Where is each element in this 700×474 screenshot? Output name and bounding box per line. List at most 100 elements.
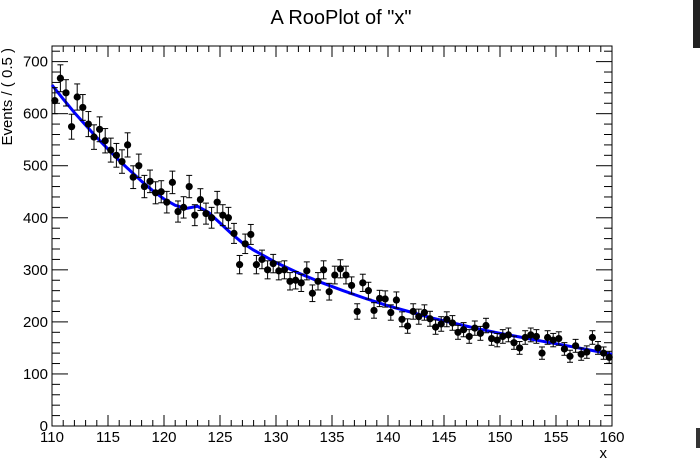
x-tick-label: 125: [207, 429, 232, 446]
data-point: [370, 302, 378, 319]
data-point: [292, 271, 300, 290]
data-point: [409, 303, 417, 320]
point-marker: [465, 332, 473, 341]
point-marker: [493, 336, 501, 344]
point-marker: [437, 320, 445, 328]
point-marker: [247, 230, 255, 239]
data-point: [129, 165, 137, 190]
y-tick-label: 100: [23, 366, 48, 383]
point-marker: [348, 281, 356, 290]
data-point: [510, 335, 518, 350]
data-points-layer: [51, 64, 613, 364]
point-marker: [392, 296, 400, 304]
point-marker: [124, 141, 132, 149]
point-marker: [482, 321, 490, 330]
data-point: [588, 330, 597, 345]
data-point: [62, 79, 70, 107]
data-point: [549, 332, 557, 348]
y-axis-title: Events / ( 0.5 ): [0, 48, 16, 146]
point-marker: [605, 353, 613, 361]
point-marker: [112, 151, 120, 159]
point-marker: [499, 332, 507, 341]
data-point: [320, 260, 328, 280]
data-point: [264, 260, 272, 280]
data-point: [280, 260, 288, 280]
point-marker: [297, 279, 305, 287]
data-point: [376, 289, 384, 308]
x-tick-label: 145: [431, 429, 456, 446]
data-point: [213, 190, 221, 214]
point-marker: [168, 178, 176, 186]
data-point: [493, 332, 501, 348]
data-point: [426, 310, 434, 327]
data-point: [191, 204, 199, 227]
data-point: [488, 331, 496, 346]
data-point: [56, 64, 64, 93]
data-point: [600, 346, 608, 360]
x-tick-label: 120: [151, 429, 176, 446]
point-marker: [140, 182, 148, 191]
data-point: [224, 206, 232, 229]
point-marker: [532, 332, 541, 341]
point-marker: [202, 210, 210, 218]
point-marker: [516, 344, 524, 352]
point-marker: [443, 315, 451, 323]
point-marker: [73, 93, 81, 101]
point-marker: [196, 195, 204, 204]
plot-frame: [51, 45, 613, 427]
data-point: [448, 315, 456, 331]
point-marker: [566, 352, 574, 360]
data-point: [527, 327, 535, 343]
point-marker: [488, 334, 496, 343]
point-marker: [280, 266, 288, 274]
adjacent-window-strip-lower: [696, 428, 700, 448]
point-marker: [96, 125, 104, 133]
plot-frame-rect: [51, 45, 613, 427]
data-point: [331, 265, 339, 285]
point-marker: [527, 331, 535, 339]
point-marker: [135, 162, 143, 170]
point-marker: [549, 336, 557, 344]
data-point: [202, 202, 210, 225]
y-tick-label: 400: [23, 210, 48, 227]
data-point: [605, 350, 613, 364]
data-point: [583, 345, 591, 359]
point-marker: [129, 173, 137, 181]
data-point: [112, 142, 120, 168]
data-point: [572, 338, 580, 353]
data-point: [140, 174, 148, 199]
fit-curve: [50, 84, 613, 356]
chart-title: A RooPlot of "x": [271, 7, 412, 29]
point-marker: [303, 267, 311, 275]
data-point: [258, 249, 266, 270]
point-marker: [398, 315, 406, 323]
data-point: [482, 317, 490, 334]
point-marker: [146, 177, 154, 185]
point-marker: [353, 307, 361, 316]
point-marker: [342, 271, 350, 279]
point-marker: [269, 259, 277, 268]
point-marker: [521, 333, 529, 342]
data-point: [465, 329, 473, 344]
data-point: [364, 281, 372, 300]
data-point: [101, 128, 109, 154]
data-point: [392, 291, 400, 309]
point-marker: [538, 349, 546, 357]
data-point: [577, 347, 585, 361]
point-marker: [314, 277, 322, 285]
x-tick-label: 155: [543, 429, 568, 446]
point-marker: [320, 266, 328, 274]
point-marker: [264, 266, 272, 274]
data-point: [124, 132, 132, 158]
point-marker: [583, 348, 591, 356]
point-marker: [51, 97, 59, 105]
point-marker: [101, 137, 109, 145]
point-marker: [84, 120, 92, 128]
data-point: [247, 223, 255, 245]
data-point: [73, 83, 81, 111]
data-point: [185, 174, 193, 199]
data-point: [432, 319, 440, 335]
data-point: [443, 311, 451, 328]
tick-labels: 110 115 120 125 130 135 140 145 150 155 160 0 100 200…: [23, 54, 625, 446]
x-tick-label: 160: [599, 429, 624, 446]
